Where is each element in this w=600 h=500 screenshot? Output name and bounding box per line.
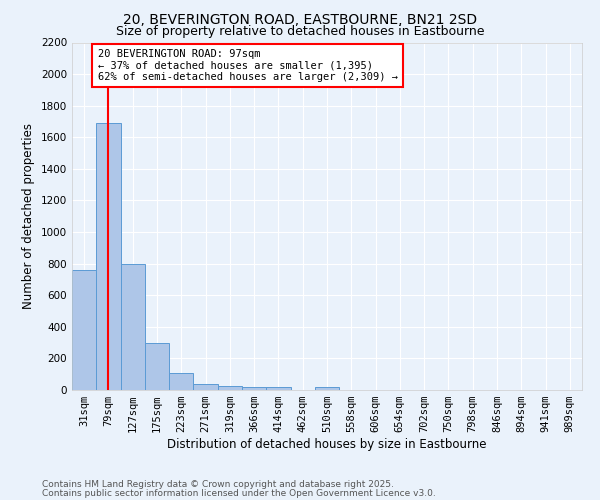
Bar: [72, 270, 96, 390]
Text: 20, BEVERINGTON ROAD, EASTBOURNE, BN21 2SD: 20, BEVERINGTON ROAD, EASTBOURNE, BN21 2…: [123, 12, 477, 26]
Y-axis label: Number of detached properties: Number of detached properties: [22, 123, 35, 309]
Bar: [266, 387, 290, 390]
Bar: [169, 372, 193, 390]
Text: Contains HM Land Registry data © Crown copyright and database right 2025.: Contains HM Land Registry data © Crown c…: [42, 480, 394, 489]
Bar: [96, 123, 121, 390]
Text: Size of property relative to detached houses in Eastbourne: Size of property relative to detached ho…: [116, 25, 484, 38]
Bar: [315, 387, 339, 390]
Bar: [121, 264, 145, 390]
X-axis label: Distribution of detached houses by size in Eastbourne: Distribution of detached houses by size …: [167, 438, 487, 451]
Bar: [242, 387, 266, 390]
Text: 20 BEVERINGTON ROAD: 97sqm
← 37% of detached houses are smaller (1,395)
62% of s: 20 BEVERINGTON ROAD: 97sqm ← 37% of deta…: [97, 49, 398, 82]
Bar: [145, 342, 169, 390]
Bar: [218, 386, 242, 390]
Text: Contains public sector information licensed under the Open Government Licence v3: Contains public sector information licen…: [42, 488, 436, 498]
Bar: [193, 384, 218, 390]
